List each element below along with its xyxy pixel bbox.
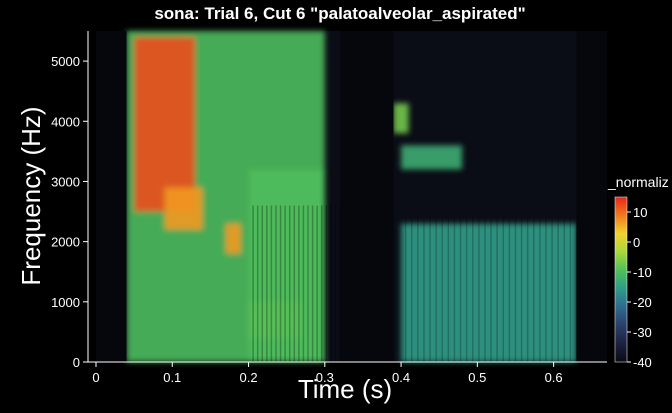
striation-line xyxy=(256,205,259,362)
striation-line xyxy=(514,217,517,362)
silent-segment xyxy=(576,31,607,362)
heat-region xyxy=(401,145,463,170)
striation-line xyxy=(288,205,291,362)
striation-line xyxy=(447,217,450,362)
striation-line xyxy=(330,205,332,362)
x-axis-label: Time (s) xyxy=(298,374,392,404)
striation-line xyxy=(417,217,419,362)
striation-line xyxy=(478,217,480,362)
striation-line xyxy=(569,217,572,362)
x-tick-label: 0.6 xyxy=(545,370,563,385)
heat-region xyxy=(225,223,241,254)
x-tick-label: 0.5 xyxy=(468,370,486,385)
striation-line xyxy=(302,205,305,362)
striation-line xyxy=(293,205,296,362)
striation-line xyxy=(459,217,462,362)
striation-line xyxy=(311,205,314,362)
striation-line xyxy=(307,205,309,362)
striation-line xyxy=(496,217,498,362)
heat-region xyxy=(164,187,203,230)
striation-line xyxy=(252,205,254,362)
striation-line xyxy=(508,217,511,362)
colorbar-tick-label: 0 xyxy=(633,235,640,250)
x-tick-label: 0.3 xyxy=(316,370,334,385)
y-tick-label: 0 xyxy=(73,355,80,370)
striation-line xyxy=(551,217,553,362)
heat-layer xyxy=(126,31,577,362)
x-tick-label: 0.4 xyxy=(392,370,410,385)
striation-line xyxy=(410,217,413,362)
striation-layer xyxy=(252,205,578,362)
silent-segment xyxy=(96,31,127,362)
striation-line xyxy=(484,217,486,362)
striation-line xyxy=(435,217,437,362)
colorbar-tick-label: -10 xyxy=(633,265,652,280)
y-tick-label: 2000 xyxy=(51,235,80,250)
y-tick-label: 4000 xyxy=(51,114,80,129)
y-tick-label: 1000 xyxy=(51,295,80,310)
heat-region xyxy=(393,103,409,134)
striation-line xyxy=(334,205,337,362)
colorbar-gradient xyxy=(614,196,628,363)
striation-line xyxy=(520,217,523,362)
striation-line xyxy=(339,205,341,362)
striation-line xyxy=(284,205,286,362)
y-axis-label: Frequency (Hz) xyxy=(16,106,46,285)
chart-title: sona: Trial 6, Cut 6 "palatoalveolar_asp… xyxy=(154,4,525,23)
striation-line xyxy=(261,205,264,362)
striation-line xyxy=(526,217,529,362)
colorbar: _normaliz 10 0 -10 -20 -30 -40 xyxy=(607,174,669,370)
striation-line xyxy=(545,217,547,362)
plot-area xyxy=(96,31,607,362)
striation-line xyxy=(441,217,443,362)
striation-line xyxy=(404,217,407,362)
striation-line xyxy=(279,205,282,362)
striation-line xyxy=(275,205,277,362)
striation-line xyxy=(423,217,425,362)
heat-region xyxy=(134,37,196,212)
x-tick-label: 0.1 xyxy=(163,370,181,385)
striation-line xyxy=(270,205,273,362)
striation-line xyxy=(320,205,323,362)
striation-line xyxy=(453,217,456,362)
striation-line xyxy=(490,217,492,362)
colorbar-tick-label: -40 xyxy=(633,355,652,370)
heat-region xyxy=(248,169,325,362)
striation-line xyxy=(298,205,300,362)
y-tick-label: 5000 xyxy=(51,54,80,69)
striation-line xyxy=(563,217,566,362)
colorbar-label: _normaliz xyxy=(607,174,669,190)
striation-line xyxy=(465,217,468,362)
striation-line xyxy=(533,217,535,362)
striation-line xyxy=(557,217,559,362)
colorbar-tick-label: -20 xyxy=(633,295,652,310)
striation-line xyxy=(429,217,431,362)
x-axis: 0 0.1 0.2 0.3 0.4 0.5 0.6 xyxy=(88,361,607,385)
striation-line xyxy=(539,217,541,362)
striation-line xyxy=(266,205,268,362)
y-axis: 0 1000 2000 3000 4000 5000 xyxy=(51,31,89,370)
striation-line xyxy=(325,205,328,362)
striation-line xyxy=(502,217,505,362)
x-tick-label: 0.2 xyxy=(239,370,257,385)
striation-line xyxy=(316,205,318,362)
silent-segment xyxy=(340,31,394,362)
striation-line xyxy=(472,217,474,362)
colorbar-tick-label: -30 xyxy=(633,325,652,340)
y-tick-label: 3000 xyxy=(51,174,80,189)
x-tick-label: 0 xyxy=(92,370,99,385)
striation-line xyxy=(575,217,578,362)
colorbar-tick-label: 10 xyxy=(633,205,647,220)
heat-region xyxy=(401,223,577,362)
